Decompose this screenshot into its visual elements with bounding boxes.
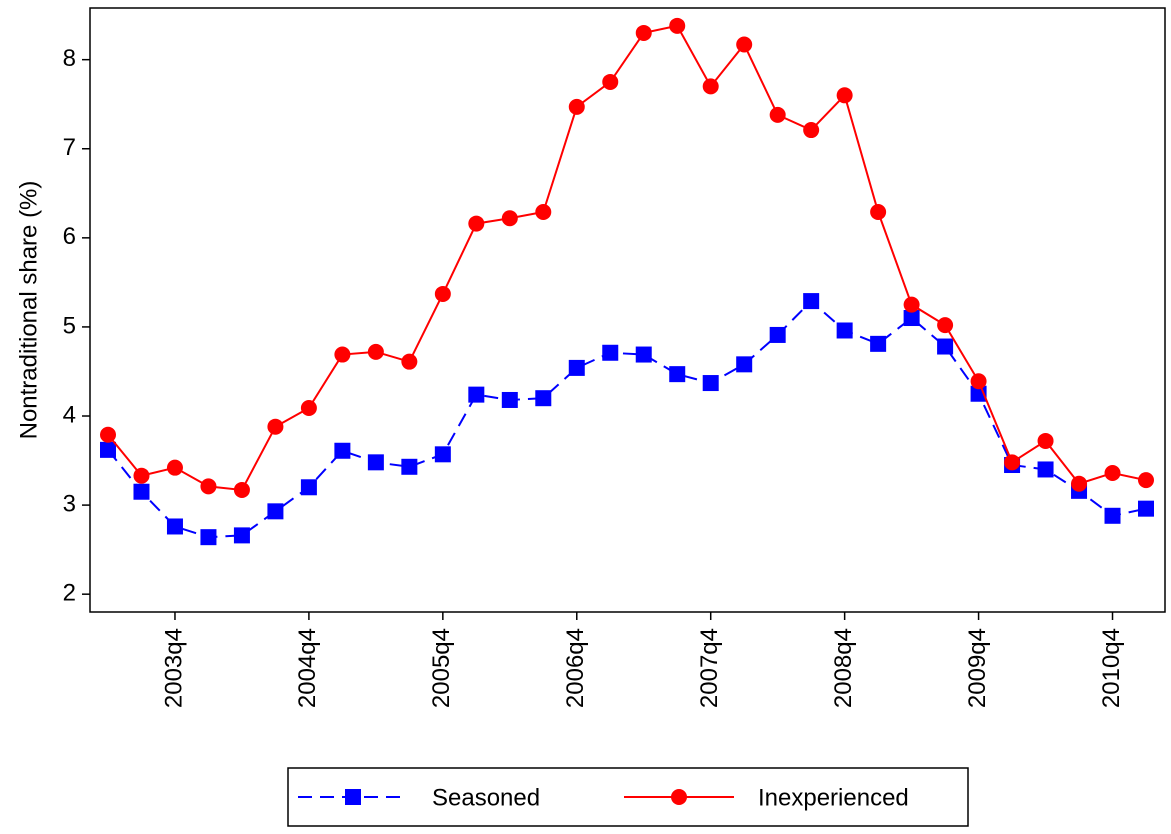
point	[300, 479, 317, 496]
y-tick-label: 3	[63, 490, 76, 517]
point	[702, 78, 719, 95]
point	[669, 17, 686, 34]
point	[602, 73, 619, 90]
legend-marker	[671, 789, 687, 805]
point	[635, 346, 652, 363]
point	[669, 366, 686, 383]
point	[166, 459, 183, 476]
point	[267, 503, 284, 520]
point	[736, 356, 753, 373]
y-axis-title: Nontraditional share (%)	[15, 181, 42, 440]
point	[100, 441, 116, 458]
point	[233, 481, 250, 498]
x-tick-label: 2007q4	[696, 628, 723, 708]
point	[937, 338, 954, 355]
y-tick-label: 4	[63, 401, 76, 428]
plot-frame	[89, 7, 1166, 613]
point	[200, 529, 217, 546]
point	[367, 454, 384, 471]
point	[702, 375, 719, 392]
point	[870, 335, 887, 352]
point	[836, 87, 853, 104]
point	[803, 293, 820, 310]
point	[870, 204, 887, 221]
point	[468, 386, 485, 403]
point	[501, 391, 518, 408]
point	[1004, 454, 1021, 471]
x-tick-label: 2009q4	[964, 628, 991, 708]
point	[568, 359, 585, 376]
point	[166, 518, 183, 535]
point	[233, 527, 250, 544]
point	[133, 467, 150, 484]
x-tick-label: 2004q4	[294, 628, 321, 708]
point	[401, 458, 418, 475]
x-tick-label: 2006q4	[562, 628, 589, 708]
point	[970, 373, 987, 390]
point	[635, 24, 652, 41]
point	[1104, 507, 1121, 524]
point	[769, 106, 786, 123]
point	[568, 98, 585, 115]
point	[903, 296, 920, 313]
point	[434, 285, 451, 302]
point	[300, 399, 317, 416]
point	[334, 442, 351, 459]
y-tick-label: 6	[63, 223, 76, 250]
x-tick-label: 2008q4	[830, 628, 857, 708]
point	[1071, 475, 1088, 492]
series-line	[107, 299, 1147, 539]
point	[736, 36, 753, 53]
point	[1138, 500, 1154, 517]
point	[803, 122, 820, 139]
point	[100, 426, 116, 443]
point	[267, 418, 284, 435]
point	[937, 317, 954, 334]
point	[535, 390, 552, 407]
point	[1104, 465, 1121, 482]
y-tick-label: 7	[63, 134, 76, 161]
point	[367, 343, 384, 360]
point	[769, 326, 786, 343]
x-tick-label: 2005q4	[428, 628, 455, 708]
point	[1037, 461, 1054, 478]
point	[836, 322, 853, 339]
x-tick-label: 2003q4	[160, 628, 187, 708]
x-tick-label: 2010q4	[1098, 628, 1125, 708]
point	[535, 204, 552, 221]
point	[1037, 432, 1054, 449]
legend-marker	[345, 789, 361, 805]
legend-box	[287, 767, 969, 827]
point	[1138, 472, 1154, 489]
point	[401, 353, 418, 370]
point	[602, 344, 619, 361]
point	[133, 483, 150, 500]
y-tick-label: 2	[63, 580, 76, 607]
point	[903, 310, 920, 327]
point	[468, 215, 485, 232]
point	[200, 478, 217, 495]
legend-label: Inexperienced	[758, 784, 909, 811]
point	[501, 210, 518, 227]
point	[334, 346, 351, 363]
y-tick-label: 5	[63, 312, 76, 339]
y-tick-label: 8	[63, 45, 76, 72]
series-line	[107, 24, 1147, 492]
point	[434, 446, 451, 463]
legend-label: Seasoned	[432, 784, 540, 811]
